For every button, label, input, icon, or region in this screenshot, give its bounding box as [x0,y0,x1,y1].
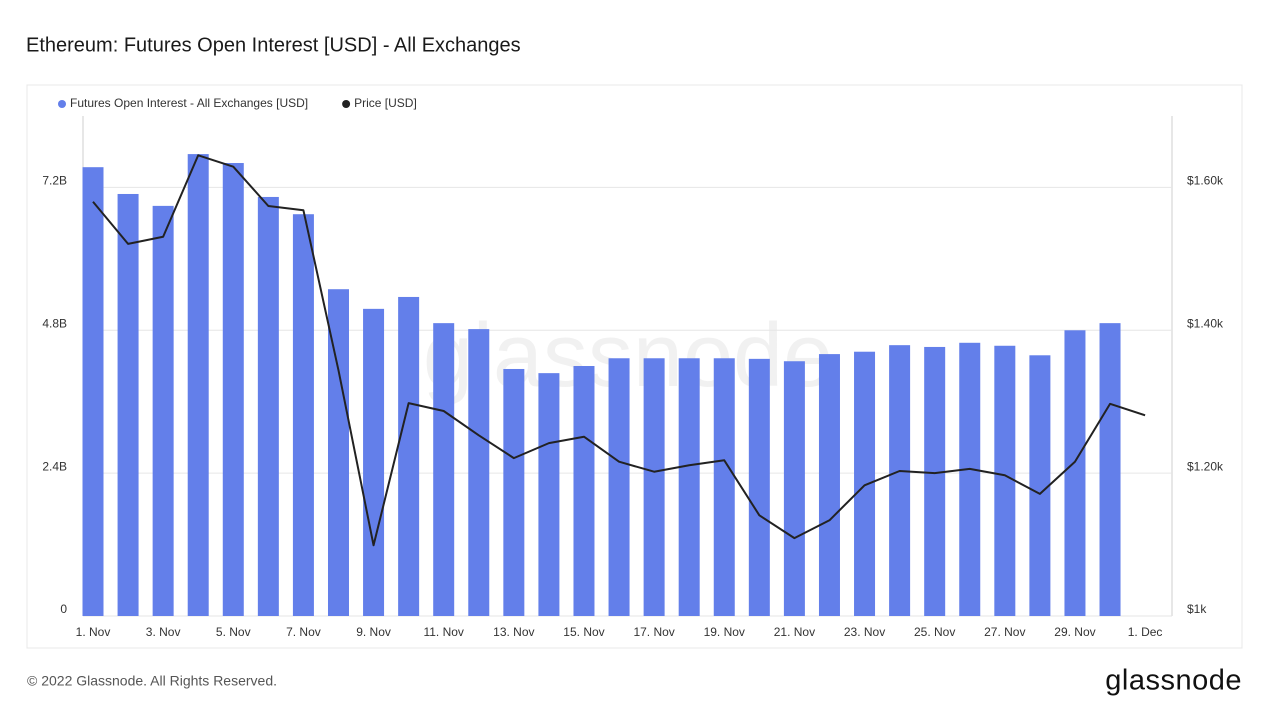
x-tick-label: 25. Nov [914,625,955,639]
bar [363,308,385,616]
y-tick-label: 0 [60,602,67,616]
price-line [92,154,1146,547]
y-tick-label: 7.2B [42,174,67,188]
x-tick-label: 21. Nov [774,625,815,639]
y2-tick-label: $1.20k [1187,459,1224,473]
legend-label: Price [USD] [354,96,417,110]
x-tick-label: 27. Nov [984,625,1025,639]
legend-marker [58,100,66,108]
bar [292,214,314,616]
x-tick-label: 17. Nov [633,625,674,639]
x-tick-label: 9. Nov [356,625,391,639]
copyright: © 2022 Glassnode. All Rights Reserved. [27,673,277,689]
bar [748,358,770,616]
bar [187,154,209,616]
bar [468,329,490,616]
bar [818,354,840,616]
x-tick-label: 29. Nov [1054,625,1095,639]
x-tick-label: 13. Nov [493,625,534,639]
x-tick-label: 11. Nov [423,625,463,639]
bar [994,345,1016,616]
legend: Futures Open Interest - All Exchanges [U… [58,96,417,110]
bar [713,358,735,616]
y2-tick-label: $1k [1187,602,1207,616]
bar [82,167,104,616]
bar [1064,330,1086,616]
bar [222,163,244,616]
bar [503,368,525,616]
y2-tick-label: $1.60k [1187,174,1224,188]
bar [608,358,630,616]
chart-title: Ethereum: Futures Open Interest [USD] - … [26,34,521,56]
bar [433,323,455,616]
bar [959,342,981,616]
y-tick-label: 4.8B [42,316,67,330]
bar [327,289,349,616]
legend-marker [342,100,351,108]
logo: glassnode [1105,665,1242,697]
bar [783,361,805,616]
x-tick-label: 1. Dec [1128,625,1163,639]
x-tick-label: 23. Nov [844,625,885,639]
x-tick-label: 19. Nov [704,625,745,639]
x-tick-label: 1. Nov [76,625,111,639]
bar [1029,355,1051,616]
bar [678,358,700,616]
bar [1099,323,1121,616]
bar [398,296,420,616]
x-tick-label: 7. Nov [286,625,321,639]
x-tick-label: 5. Nov [216,625,251,639]
bar [924,346,946,616]
bar [538,373,560,616]
bar [854,351,876,616]
bar [889,345,911,616]
y2-tick-label: $1.40k [1187,316,1224,330]
y-tick-label: 2.4B [42,459,67,473]
bar [117,193,139,616]
bar [643,358,665,616]
x-tick-label: 3. Nov [146,625,181,639]
chart-panel [26,84,1243,649]
x-tick-label: 15. Nov [563,625,604,639]
bar [257,196,279,616]
bar [573,366,595,616]
legend-label: Futures Open Interest - All Exchanges [U… [70,96,308,110]
bar [152,205,174,616]
